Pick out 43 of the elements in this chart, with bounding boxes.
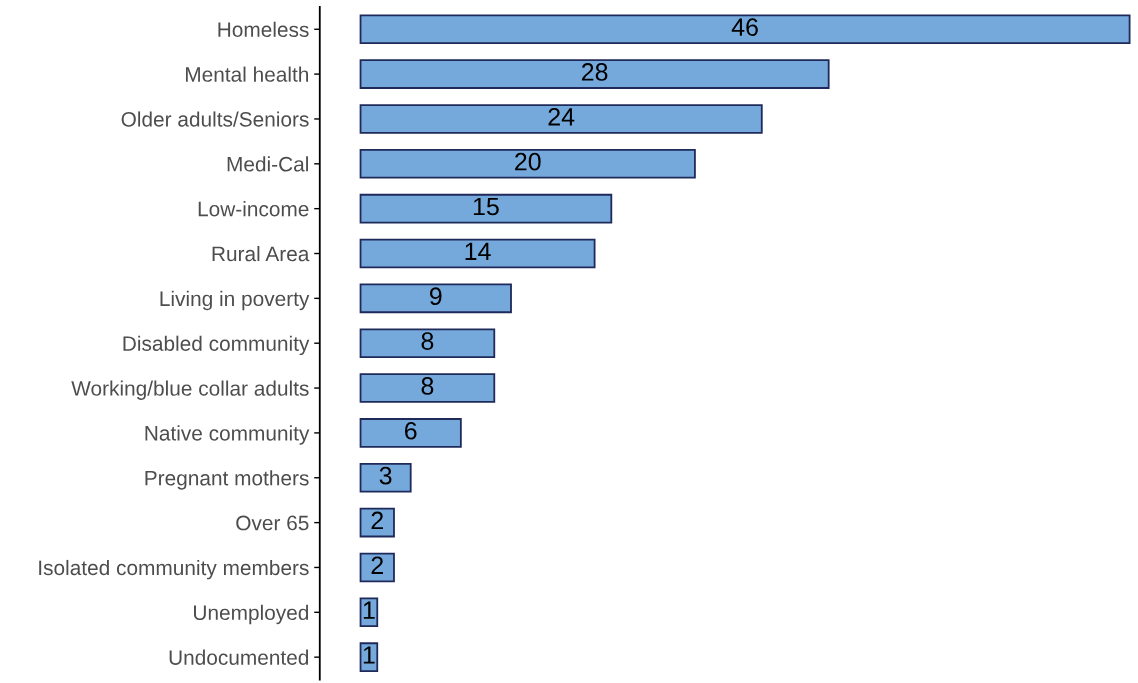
bar xyxy=(359,59,830,89)
y-tick-label: Homeless xyxy=(218,21,309,38)
y-tick-label: Isolated community members xyxy=(39,559,309,580)
bar xyxy=(359,552,395,583)
data-label: 3 xyxy=(379,466,392,485)
y-tick-label: Low-income xyxy=(198,201,309,217)
data-label: 2 xyxy=(371,511,383,530)
data-label: 24 xyxy=(548,107,575,126)
bar xyxy=(359,193,613,224)
bar xyxy=(359,238,596,269)
bar xyxy=(359,328,496,359)
bar xyxy=(359,418,462,448)
data-label: 1 xyxy=(363,601,375,619)
bar xyxy=(359,373,496,403)
data-label: 15 xyxy=(473,197,499,216)
y-tick-label: Unemployed xyxy=(194,604,309,625)
y-tick-label: Medi-Cal xyxy=(227,156,308,172)
data-label: 9 xyxy=(429,287,442,306)
y-tick-label: Pregnant mothers xyxy=(145,470,309,490)
data-label: 1 xyxy=(363,646,375,664)
data-label: 2 xyxy=(371,556,383,574)
bar xyxy=(359,462,412,493)
bar xyxy=(359,283,512,314)
data-label: 46 xyxy=(731,18,758,36)
y-tick-label: Living in poverty xyxy=(160,290,310,311)
data-label: 6 xyxy=(405,421,417,440)
bar xyxy=(359,104,763,134)
data-label: 8 xyxy=(421,332,434,350)
y-tick-label: Over 65 xyxy=(236,515,309,531)
bar xyxy=(359,14,1131,45)
y-tick-label: Disabled community xyxy=(123,335,310,356)
y-tick-label: Working/blue collar adults xyxy=(71,380,309,400)
data-label: 28 xyxy=(581,63,608,81)
y-tick-label: Rural Area xyxy=(212,245,310,262)
y-tick-label: Mental health xyxy=(186,66,309,82)
y-tick-label: Older adults/Seniors xyxy=(121,111,309,127)
bar xyxy=(359,148,696,179)
y-tick-label: Native community xyxy=(145,425,310,445)
data-label: 14 xyxy=(465,242,491,260)
data-label: 20 xyxy=(515,152,541,171)
data-label: 8 xyxy=(421,377,434,395)
y-tick-label: Undocumented xyxy=(169,649,309,665)
bar xyxy=(359,507,395,538)
